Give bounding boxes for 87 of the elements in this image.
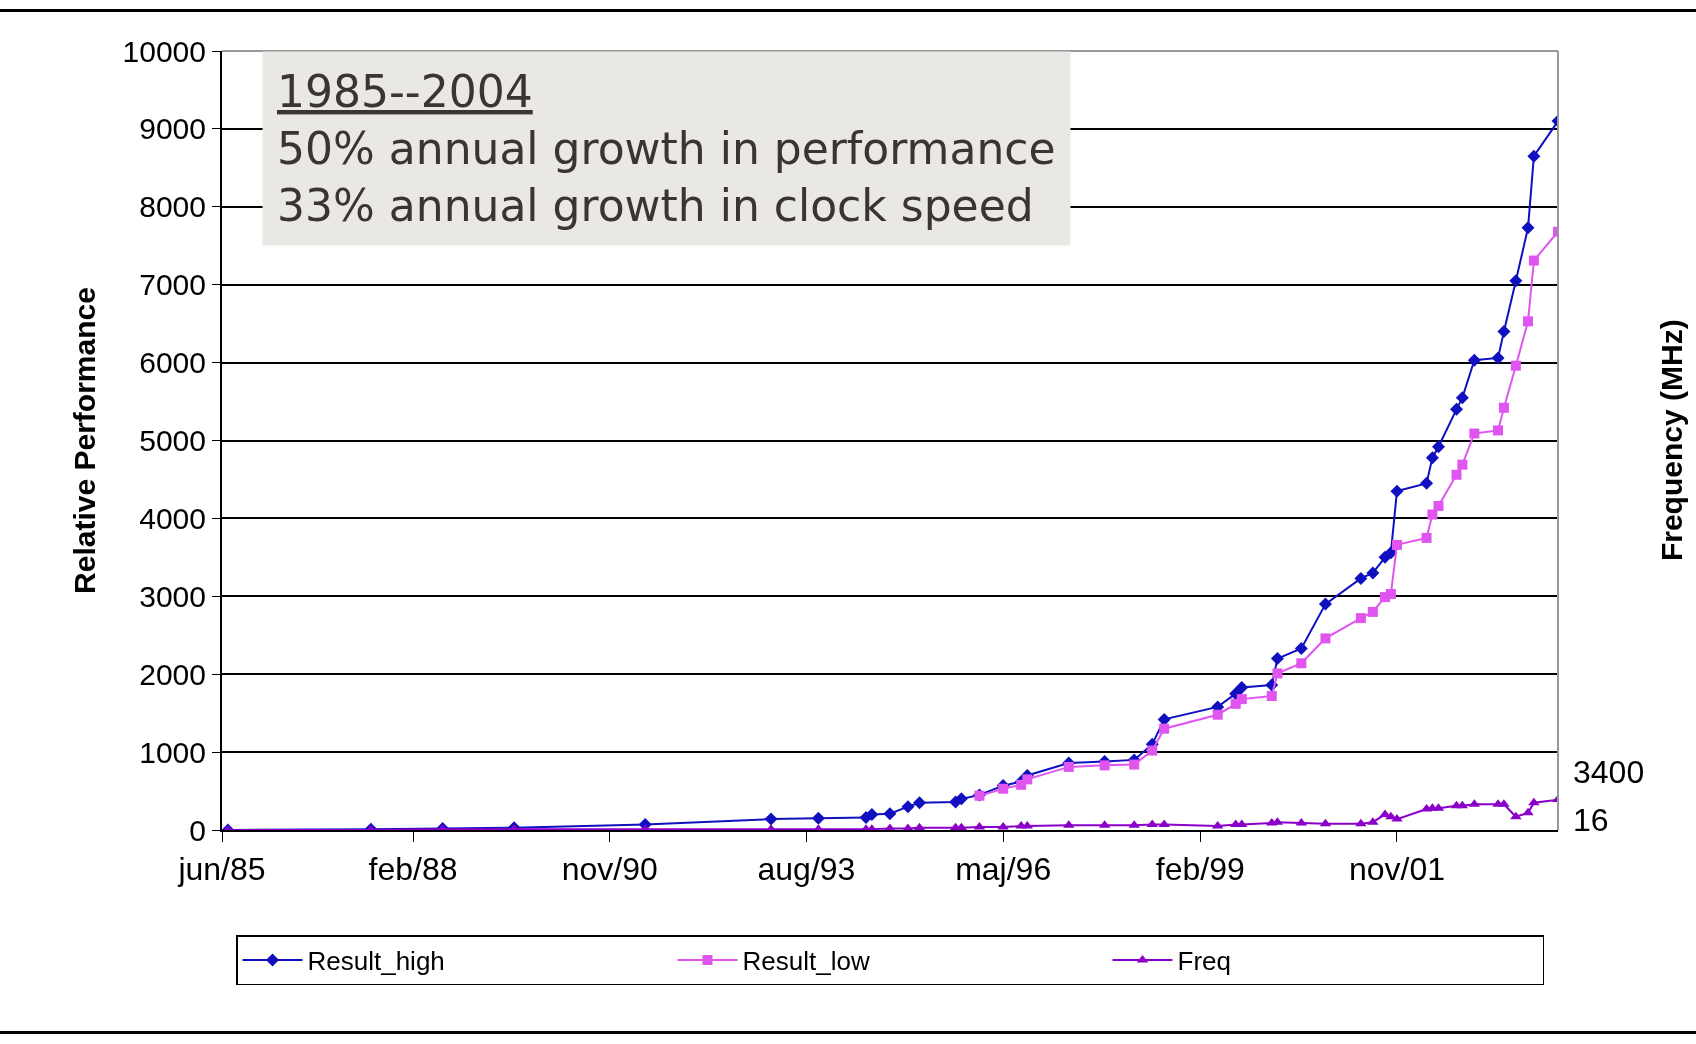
point: [1236, 694, 1247, 705]
point: [1510, 360, 1521, 371]
point: [1147, 745, 1158, 756]
point: [1509, 274, 1523, 288]
y-tick-label: 8000: [139, 190, 206, 224]
point: [1294, 641, 1308, 655]
x-tick-label: maj/96: [955, 851, 1052, 888]
point: [1510, 811, 1522, 820]
y-tick-label: 10000: [122, 34, 206, 68]
point: [1498, 402, 1509, 413]
point: [1450, 402, 1464, 416]
point: [1390, 484, 1404, 498]
point: [1433, 500, 1444, 511]
x-tick-label: nov/01: [1348, 851, 1445, 888]
x-tick-label: nov/90: [561, 851, 658, 888]
y-tick-label: 4000: [139, 501, 206, 535]
point: [998, 783, 1009, 794]
point: [1157, 712, 1171, 726]
point: [1391, 539, 1402, 550]
annotation: 50% annual growth in performance: [277, 123, 1056, 175]
legend-label: Result_high: [307, 946, 445, 977]
point: [1451, 469, 1462, 480]
point: [1523, 316, 1534, 327]
y-tick-label: 7000: [139, 268, 206, 302]
point: [1420, 476, 1434, 490]
point: [1425, 451, 1439, 465]
point: [1366, 566, 1380, 580]
y-tick-label: 9000: [139, 112, 206, 146]
y-tick-label: 6000: [139, 346, 206, 380]
point: [1063, 761, 1074, 772]
point: [1354, 571, 1368, 585]
annotation: 1985--2004: [277, 66, 533, 117]
point: [1522, 807, 1534, 816]
point: [1521, 221, 1535, 235]
legend-label: Freq: [1177, 946, 1231, 977]
point: [1355, 818, 1367, 827]
point: [1385, 588, 1396, 599]
point: [1431, 440, 1445, 454]
point: [1320, 633, 1331, 644]
text: 3400: [1573, 754, 1645, 790]
point: [1099, 760, 1110, 771]
point: [1528, 255, 1539, 266]
point: [1270, 652, 1284, 666]
point: [1528, 797, 1540, 806]
point: [1467, 353, 1481, 367]
point: [901, 800, 915, 814]
point: [764, 812, 778, 826]
point: [1158, 819, 1170, 828]
point: [1129, 759, 1140, 770]
point: [1427, 509, 1438, 520]
point: [1455, 391, 1469, 405]
text: 16: [1573, 802, 1609, 838]
point: [1022, 774, 1033, 785]
x-tick-label: aug/93: [757, 851, 856, 888]
legend-label: Result_low: [742, 946, 870, 977]
point: [1159, 723, 1170, 734]
y-axis-title: Relative Performance: [68, 287, 102, 594]
point: [1469, 428, 1480, 439]
point: [1527, 149, 1541, 163]
y-tick-label: 1000: [139, 735, 206, 769]
y-tick-label: 3000: [139, 579, 206, 613]
point: [883, 807, 897, 821]
y-tick-label: 2000: [139, 657, 206, 691]
point: [1497, 324, 1511, 338]
point: [1457, 459, 1468, 470]
point: [1296, 658, 1307, 669]
point: [954, 792, 968, 806]
x-tick-label: feb/99: [1155, 851, 1245, 888]
point: [1235, 680, 1249, 694]
annotation: 33% annual growth in clock speed: [277, 180, 1034, 232]
point: [1272, 668, 1283, 679]
y-tick-label: 5000: [139, 424, 206, 457]
point: [1367, 606, 1378, 617]
y2-axis-title: Frequency (MHz): [1655, 319, 1689, 562]
x-tick-label: jun/85: [177, 851, 266, 888]
point: [865, 807, 879, 821]
point: [1266, 691, 1277, 702]
point: [1318, 597, 1332, 611]
point: [1491, 351, 1505, 365]
point: [912, 796, 926, 810]
point: [1212, 709, 1223, 720]
y-tick-label: 0: [189, 813, 206, 847]
x-tick-label: feb/88: [368, 851, 458, 888]
point: [1493, 425, 1504, 436]
point: [1421, 532, 1432, 543]
point: [811, 811, 825, 825]
point: [1355, 613, 1366, 624]
